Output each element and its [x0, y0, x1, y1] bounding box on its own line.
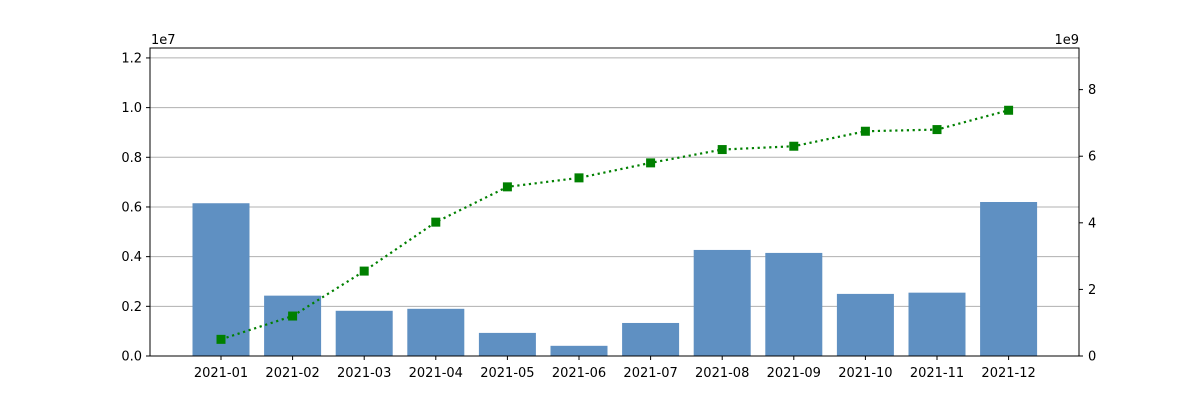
x-tick-label: 2021-05 [480, 366, 534, 381]
line-point [717, 145, 727, 155]
right-tick-label: 0 [1088, 350, 1096, 365]
bar [192, 203, 250, 356]
x-tick-label: 2021-08 [695, 366, 749, 381]
right-tick-label: 4 [1088, 216, 1096, 231]
line-point [932, 125, 942, 135]
line-point [574, 173, 584, 183]
x-tick-label: 2021-12 [981, 366, 1035, 381]
right-tick-label: 2 [1088, 283, 1096, 298]
right-tick-label: 6 [1088, 150, 1096, 165]
bar [693, 249, 751, 356]
line-point [288, 311, 298, 321]
plot-frame [149, 47, 1080, 357]
line-point [359, 266, 369, 276]
series-line [220, 109, 1009, 341]
x-tick-label: 2021-11 [910, 366, 964, 381]
bar-layer [192, 202, 1038, 356]
bar [908, 292, 966, 356]
line-point [502, 182, 512, 192]
bar [478, 332, 536, 356]
left-axis-multiplier: 1e7 [151, 33, 176, 48]
bar [836, 293, 894, 356]
x-tick-label: 2021-01 [194, 366, 248, 381]
left-tick-label: 1.2 [121, 51, 142, 66]
bar [550, 345, 608, 356]
x-tick-label: 2021-04 [409, 366, 463, 381]
left-tick-label: 0.4 [121, 250, 142, 265]
x-tick-label: 2021-03 [337, 366, 391, 381]
x-tick-label: 2021-02 [265, 366, 319, 381]
x-tick-label: 2021-09 [767, 366, 821, 381]
line-point [646, 158, 656, 168]
right-axis-multiplier: 1e9 [1054, 33, 1079, 48]
x-tick-label: 2021-10 [838, 366, 892, 381]
left-tick-label: 0.6 [121, 200, 142, 215]
line-point [216, 334, 226, 344]
line-point [860, 126, 870, 136]
line-point [431, 217, 441, 227]
bar [407, 308, 465, 356]
line-point [789, 141, 799, 151]
right-tick-label: 8 [1088, 83, 1096, 98]
axis-layer: 0.0 0.2 0.4 0.6 0.8 1.0 1.2 0 2 4 6 8 2021-01 2021-02… [121, 47, 1096, 381]
left-tick-label: 1.0 [121, 101, 142, 116]
line-layer [216, 105, 1014, 344]
bar [980, 202, 1038, 356]
x-tick-label: 2021-06 [552, 366, 606, 381]
x-tick-label: 2021-07 [623, 366, 677, 381]
left-tick-label: 0.8 [121, 151, 142, 166]
left-tick-label: 0.2 [121, 300, 142, 315]
left-tick-label: 0.0 [121, 350, 142, 365]
line-point [1004, 105, 1014, 115]
bar [264, 295, 322, 356]
bar [622, 322, 680, 356]
bar [335, 310, 393, 356]
bar [765, 252, 823, 356]
